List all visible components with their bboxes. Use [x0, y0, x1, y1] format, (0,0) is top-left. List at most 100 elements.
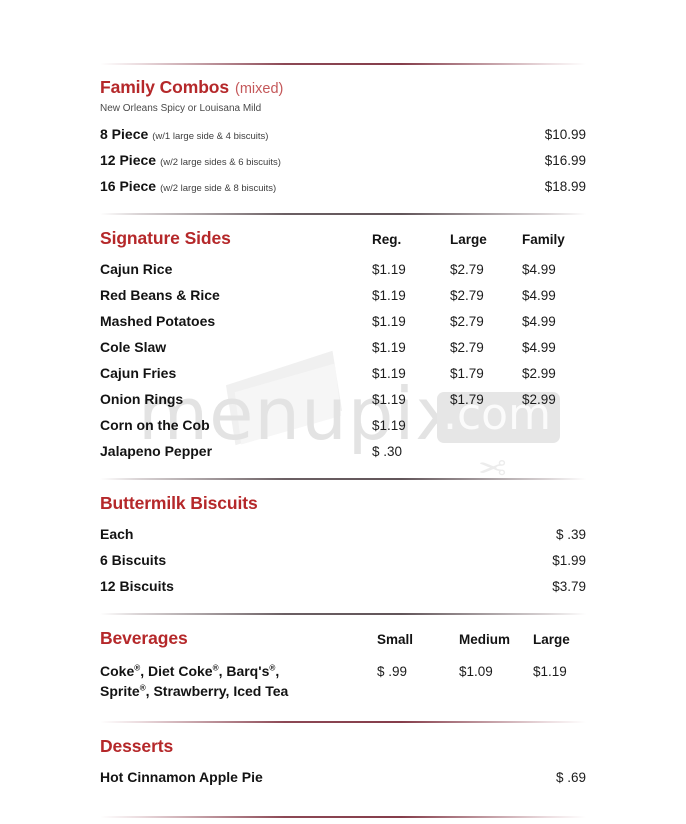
menu-row[interactable]: 16 Piece (w/2 large side & 8 biscuits) $1… — [100, 178, 586, 194]
menu-row[interactable]: 6 Biscuits $1.99 — [100, 552, 586, 568]
column-header-large: Large — [450, 232, 487, 247]
menu-row[interactable]: 8 Piece (w/1 large side & 4 biscuits) $10… — [100, 126, 586, 142]
price-value: $1.99 — [552, 553, 586, 568]
menu-row-prices: $16.99 — [531, 153, 586, 168]
menu-row[interactable]: Each $ .39 — [100, 526, 586, 542]
menu-row[interactable]: Cajun Rice $1.19 $2.79 $4.99 — [100, 261, 586, 277]
menu-item-desc: (w/2 large side & 8 biscuits) — [160, 183, 277, 194]
price-value: $16.99 — [544, 153, 586, 168]
price-large: $1.19 — [533, 664, 567, 679]
price-value: $ .39 — [555, 527, 586, 542]
column-header-small: Small — [377, 632, 414, 647]
menu-row[interactable]: Corn on the Cob $1.19 — [100, 417, 586, 433]
price-value: $18.99 — [544, 179, 586, 194]
menu-row[interactable]: Cajun Fries $1.19 $1.79 $2.99 — [100, 365, 586, 381]
price-large: $2.79 — [450, 314, 484, 329]
section-divider — [100, 478, 586, 480]
section-title: Desserts — [100, 735, 174, 756]
menu-item-desc: (w/1 large side & 4 biscuits) — [152, 131, 269, 142]
menu-row[interactable]: Jalapeno Pepper $ .30 — [100, 443, 586, 459]
section-divider — [100, 720, 586, 723]
menu-row[interactable]: Onion Rings $1.19 $1.79 $2.99 — [100, 391, 586, 407]
column-header-medium: Medium — [459, 632, 511, 647]
family-combos-subtitle: New Orleans Spicy or Louisana Mild — [100, 103, 262, 114]
beverage-line-1: Coke®, Diet Coke®, Barq's®, — [100, 663, 280, 679]
menu-row[interactable]: Cole Slaw $1.19 $2.79 $4.99 — [100, 339, 586, 355]
menu-row-prices: $ .69 — [531, 770, 586, 785]
menu-row-prices: $1.19 $2.79 $4.99 — [372, 314, 586, 329]
menu-item-name: Corn on the Cob — [100, 417, 210, 433]
menu-item-name: Cajun Rice — [100, 261, 173, 277]
section-family-combos: Family Combos (mixed) New Orleans Spicy … — [100, 65, 586, 194]
menu-row-prices: $1.19 $2.79 $4.99 — [372, 288, 586, 303]
section-divider — [100, 213, 586, 215]
price-reg: $1.19 — [372, 288, 406, 303]
price-family: $2.99 — [522, 392, 556, 407]
section-desserts: Desserts Hot Cinnamon Apple Pie $ .69 — [100, 723, 586, 785]
price-medium: $1.09 — [459, 664, 493, 679]
price-family: $2.99 — [522, 366, 556, 381]
menu-item-desc: (w/2 large sides & 6 biscuits) — [160, 157, 281, 168]
column-header-reg: Reg. — [372, 232, 402, 247]
menu-row-prices: $3.79 — [531, 579, 586, 594]
price-large: $2.79 — [450, 262, 484, 277]
price-reg: $1.19 — [372, 392, 406, 407]
section-divider-bottom — [100, 815, 586, 818]
family-combos-header: Family Combos (mixed) — [100, 77, 586, 98]
menu-row[interactable]: Coke®, Diet Coke®, Barq's®, Sprite®, Str… — [100, 661, 586, 702]
section-divider-top — [100, 63, 586, 65]
menu-item-name: Red Beans & Rice — [100, 287, 220, 303]
menu-item-name: Onion Rings — [100, 391, 184, 407]
menu-row-prices: $18.99 — [531, 179, 586, 194]
column-header-large: Large — [533, 632, 570, 647]
price-value: $3.79 — [552, 579, 586, 594]
price-family: $4.99 — [522, 262, 556, 277]
price-reg: $1.19 — [372, 262, 406, 277]
menu-row[interactable]: Hot Cinnamon Apple Pie $ .69 — [100, 769, 586, 785]
menu-item-name: 12 Piece (w/2 large sides & 6 biscuits) — [100, 152, 281, 168]
menu-item-name: 16 Piece (w/2 large side & 8 biscuits) — [100, 178, 277, 194]
section-signature-sides: Signature Sides Reg. Large Family Cajun … — [100, 215, 586, 459]
menu-item-name: Mashed Potatoes — [100, 313, 216, 329]
menu-row-prices: $ .30 — [372, 444, 586, 459]
menu-item-name: Cajun Fries — [100, 365, 177, 381]
section-buttermilk-biscuits: Buttermilk Biscuits Each $ .39 6 Biscuit… — [100, 480, 586, 594]
price-large: $1.79 — [450, 366, 484, 381]
price-reg: $1.19 — [372, 340, 406, 355]
menu-item-name: Cole Slaw — [100, 339, 167, 355]
menu-item-name: 6 Biscuits — [100, 552, 167, 568]
price-reg: $1.19 — [372, 314, 406, 329]
price-large: $2.79 — [450, 288, 484, 303]
price-family: $4.99 — [522, 340, 556, 355]
menu-row[interactable]: 12 Biscuits $3.79 — [100, 578, 586, 594]
price-reg: $1.19 — [372, 418, 406, 433]
menu-row[interactable]: Red Beans & Rice $1.19 $2.79 $4.99 — [100, 287, 586, 303]
beverage-line-2: Sprite®, Strawberry, Iced Tea — [100, 683, 289, 700]
price-value: $10.99 — [544, 127, 586, 142]
menu-row-prices: $1.19 $2.79 $4.99 — [372, 340, 586, 355]
menu-row-prices: $1.19 $1.79 $2.99 — [372, 366, 586, 381]
menu-row[interactable]: 12 Piece (w/2 large sides & 6 biscuits) $… — [100, 152, 586, 168]
menu-item-name: Coke®, Diet Coke®, Barq's®, Sprite®, Str… — [100, 661, 288, 702]
price-family: $4.99 — [522, 288, 556, 303]
buttermilk-biscuits-header: Buttermilk Biscuits — [100, 493, 586, 514]
menu-item-name: Each — [100, 526, 134, 542]
menu-row-prices: $ .39 — [531, 527, 586, 542]
price-reg: $ .30 — [372, 444, 403, 459]
column-headers: Small Medium Large — [377, 632, 586, 647]
menu-row-prices: $1.99 — [531, 553, 586, 568]
section-title: Beverages — [100, 628, 188, 648]
price-large: $2.79 — [450, 340, 484, 355]
signature-sides-header: Signature Sides Reg. Large Family — [100, 228, 586, 249]
section-beverages: Beverages Small Medium Large Coke®, Diet… — [100, 615, 586, 702]
menu-row-prices: $1.19 $2.79 $4.99 — [372, 262, 586, 277]
menu-row[interactable]: Mashed Potatoes $1.19 $2.79 $4.99 — [100, 313, 586, 329]
price-reg: $1.19 — [372, 366, 406, 381]
menu-row-prices: $ .99 $1.09 $1.19 — [377, 664, 586, 679]
desserts-header: Desserts — [100, 736, 586, 757]
menu-item-name: 8 Piece (w/1 large side & 4 biscuits) — [100, 126, 269, 142]
column-header-family: Family — [522, 232, 565, 247]
menu-item-name: 12 Biscuits — [100, 578, 174, 594]
section-divider — [100, 613, 586, 615]
